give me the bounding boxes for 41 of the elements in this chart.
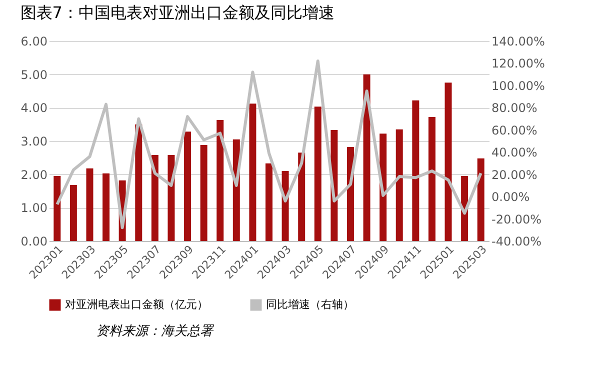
bar (102, 173, 110, 241)
bar (266, 163, 272, 241)
legend-label: 同比增速（右轴） (266, 298, 354, 311)
y2-tick-label: 60.00% (492, 123, 538, 138)
text: 资料来源：海关总署 (96, 323, 215, 340)
bar (135, 124, 142, 241)
bar (168, 155, 175, 241)
y2-tick-label: 100.00% (492, 78, 545, 93)
y2-tick-label: 120.00% (492, 56, 545, 71)
bar (298, 152, 306, 241)
bar (54, 176, 61, 241)
y-tick-label: 2.00 (20, 168, 48, 182)
y-tick-label: 1.00 (20, 201, 48, 216)
y-tick-label: 4.00 (20, 101, 48, 116)
y2-tick-label: 140.00% (492, 34, 545, 48)
bar (249, 104, 256, 241)
y-tick-label: 3.00 (20, 134, 48, 148)
bar (70, 185, 77, 241)
y-tick-label: 0.00 (20, 234, 48, 248)
bar (477, 158, 484, 241)
bar (444, 82, 452, 241)
bar (412, 100, 420, 241)
y2-tick-label: 0.00% (492, 190, 530, 204)
bar (86, 168, 94, 241)
y2-tick-label: 40.00% (492, 146, 538, 160)
bar (428, 117, 436, 241)
bar (151, 155, 158, 241)
y2-tick-label: -20.00% (492, 212, 542, 226)
y2-tick-label: 20.00% (492, 168, 538, 182)
line-series (56, 60, 482, 230)
y2-tick-label: -40.00% (492, 234, 542, 248)
chart-title: 图表7：中国电表对亚洲出口金额及同比增速 (20, 3, 334, 22)
y-tick-label: 5.00 (20, 68, 48, 82)
y2-tick-label: 80.00% (492, 101, 538, 116)
bar (216, 120, 224, 241)
bar (184, 132, 192, 241)
bar (314, 106, 322, 241)
y-tick-label: 6.00 (20, 34, 48, 48)
bar (200, 145, 208, 241)
legend-label: 对亚洲电表出口金额（亿元） (65, 298, 208, 311)
bar (396, 129, 403, 241)
